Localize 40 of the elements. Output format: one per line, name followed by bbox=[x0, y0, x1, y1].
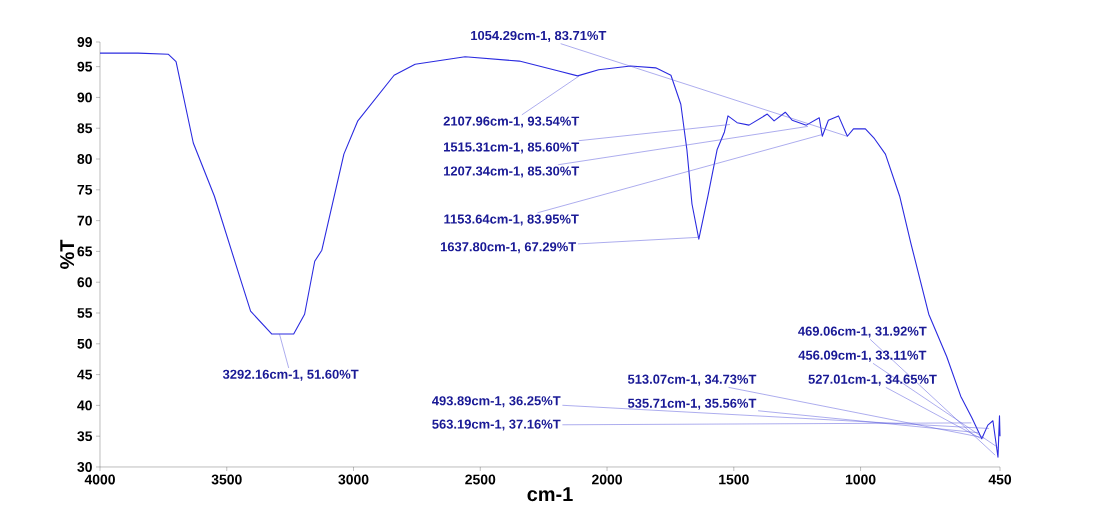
y-tick-label: 50 bbox=[77, 338, 92, 349]
annotation: 1515.31cm-1, 85.60%T bbox=[443, 142, 580, 154]
annotation: 1637.80cm-1, 67.29%T bbox=[440, 242, 577, 254]
y-tick-label: 55 bbox=[77, 308, 93, 318]
y-tick-label: 80 bbox=[77, 154, 92, 164]
x-tick-label: 1500 bbox=[719, 474, 749, 485]
annotation: 1207.34cm-1, 85.30%T bbox=[443, 166, 580, 178]
annotation: 527.01cm-1, 34.65%T bbox=[808, 374, 937, 386]
x-tick-label: 450 bbox=[988, 474, 1012, 485]
y-tick-label: 75 bbox=[77, 184, 93, 195]
annotation: 3292.16cm-1, 51.60%T bbox=[222, 369, 359, 381]
x-tick-label: 2000 bbox=[592, 474, 622, 485]
annotation: 2107.96cm-1, 93.54%T bbox=[443, 116, 580, 128]
x-tick-label: 3000 bbox=[338, 474, 369, 485]
annotation: 456.09cm-1, 33.11%T bbox=[798, 350, 927, 362]
y-tick-label: 85 bbox=[77, 123, 93, 134]
x-tick-label: 3500 bbox=[211, 474, 242, 485]
x-tick-label: 2500 bbox=[465, 474, 496, 485]
y-tick-label: 65 bbox=[77, 246, 93, 257]
x-axis-title: cm-1 bbox=[527, 487, 573, 502]
y-tick-label: 99 bbox=[77, 37, 92, 47]
annotation: 493.89cm-1, 36.25%T bbox=[432, 396, 561, 408]
annotation: 1054.29cm-1, 83.71%T bbox=[471, 30, 607, 42]
y-tick-label: 30 bbox=[77, 462, 92, 472]
y-axis-title: %T bbox=[60, 239, 75, 269]
y-tick-label: 90 bbox=[77, 92, 92, 103]
y-tick-label: 60 bbox=[77, 277, 92, 288]
y-tick-label: 95 bbox=[77, 61, 93, 72]
y-tick-label: 70 bbox=[77, 215, 92, 226]
y-tick-label: 40 bbox=[77, 400, 92, 411]
y-tick-label: 35 bbox=[77, 431, 93, 442]
annotation: 1153.64cm-1, 83.95%T bbox=[444, 214, 579, 226]
y-tick-label: 45 bbox=[77, 369, 93, 380]
annotation: 513.07cm-1, 34.73%T bbox=[627, 374, 757, 386]
annotation: 563.19cm-1, 37.16%T bbox=[432, 419, 561, 431]
annotation: 469.06cm-1, 31.92%T bbox=[798, 326, 927, 338]
x-tick-label: 4000 bbox=[84, 474, 115, 485]
line-series bbox=[99, 52, 1001, 458]
annotation: 535.71cm-1, 35.56%T bbox=[627, 398, 757, 410]
x-tick-label: 1000 bbox=[845, 474, 876, 485]
